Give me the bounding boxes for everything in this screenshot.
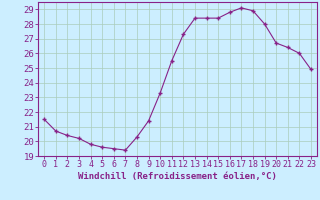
X-axis label: Windchill (Refroidissement éolien,°C): Windchill (Refroidissement éolien,°C) xyxy=(78,172,277,181)
